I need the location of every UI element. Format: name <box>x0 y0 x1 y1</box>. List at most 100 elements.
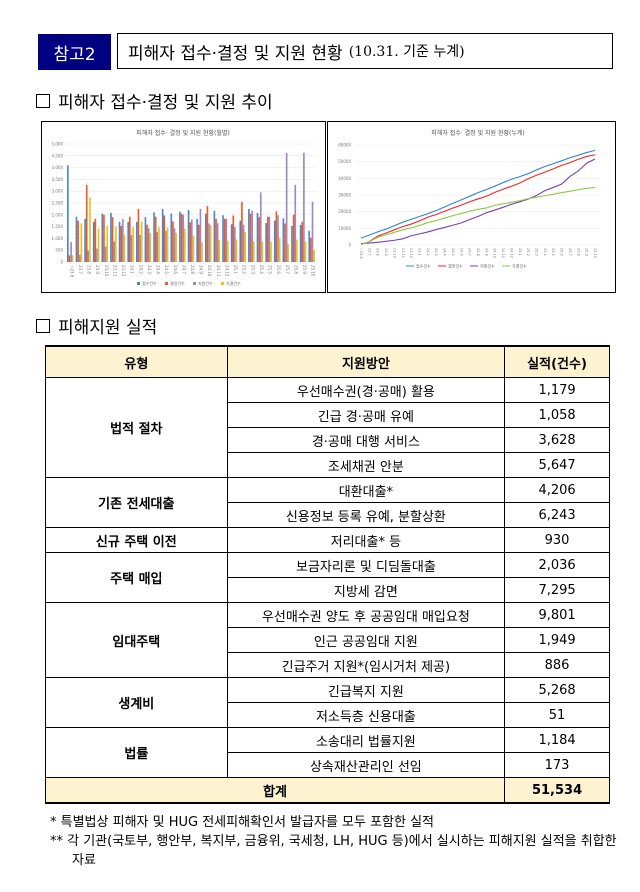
measure-cell: 지방세 감면 <box>226 577 506 603</box>
x-tick-label: 24.7 <box>181 265 186 274</box>
count-cell: 2,036 <box>504 552 610 578</box>
bar <box>158 227 160 262</box>
x-tick-label: 25.2 <box>242 265 247 274</box>
x-tick-label: 23.11 <box>401 248 405 258</box>
x-tick-label: 24.12 <box>509 248 513 258</box>
x-tick-label: 24.11 <box>216 265 221 277</box>
x-tick-label: 25.8 <box>293 265 298 274</box>
reference-badge: 참고2 <box>38 34 111 70</box>
support-results-table: 유형 지원방안 실적(건수) 법적 절차 우선매수권(경·공매) 활용 1,179 긴… <box>44 345 610 804</box>
bar <box>266 216 269 262</box>
legend-swatch <box>165 282 168 285</box>
bar <box>137 208 140 262</box>
bar <box>273 220 276 262</box>
bar <box>161 208 164 262</box>
legend-label: 접수건수 <box>416 263 431 269</box>
table-row: 법적 절차 우선매수권(경·공매) 활용 1,179 <box>45 377 610 478</box>
bar <box>268 216 271 262</box>
x-tick-label: 24.5 <box>164 265 169 274</box>
bar <box>234 227 236 262</box>
bar <box>189 222 191 262</box>
bar <box>222 215 224 262</box>
bar <box>235 239 238 262</box>
bar <box>154 216 157 262</box>
x-tick-label: 25.9 <box>585 248 589 256</box>
bar <box>78 254 81 262</box>
bar <box>96 248 98 262</box>
table-row: 긴급주거 지원*(임시거처 제공) 886 <box>46 652 610 678</box>
monthly-bar-chart: 피해자 접수· 결정 및 지원 현황(월별) 0 500 1,000 1,500 2,00… <box>41 121 326 293</box>
x-tick-label: 25.4 <box>259 265 264 274</box>
count-cell: 51 <box>504 702 610 728</box>
count-cell: 7,295 <box>504 577 610 603</box>
measure-cell: 인근 공공임대 지원 <box>226 627 506 653</box>
bar <box>87 250 90 262</box>
x-tick-label: ~23.6 <box>359 248 363 259</box>
bar <box>278 237 281 262</box>
count-cell: 1,058 <box>504 402 610 428</box>
y-tick-label: 500 <box>55 248 63 253</box>
bar <box>296 239 298 262</box>
x-tick-label: 25.2 <box>526 248 530 256</box>
x-tick-label: 25.9 <box>302 265 307 274</box>
bar <box>252 241 255 262</box>
bar <box>242 224 245 262</box>
x-tick-label: 24.6 <box>173 265 178 274</box>
legend-label: 가결건수 <box>226 280 241 286</box>
count-cell: 930 <box>504 527 610 553</box>
x-tick-label: 25.6 <box>276 265 281 274</box>
bar <box>80 223 83 262</box>
bar <box>130 234 133 262</box>
bar <box>85 184 88 262</box>
table-row: 긴급 경·공매 유예 1,058 <box>46 402 610 428</box>
bar <box>68 255 71 262</box>
x-tick-label: 24.4 <box>156 265 161 274</box>
bar <box>249 213 252 262</box>
count-cell: 3,628 <box>504 427 610 453</box>
bar <box>146 224 148 262</box>
count-cell: 886 <box>504 652 610 678</box>
table-row: 지방세 감면 7,295 <box>46 577 610 603</box>
table-row: 법률 소송대리 법률지원 1,184 <box>45 727 610 778</box>
table-row: 경·공매 대행 서비스 3,628 <box>46 427 610 453</box>
count-cell: 6,243 <box>504 502 610 528</box>
bar <box>127 221 130 262</box>
bar <box>67 165 69 262</box>
bar <box>275 211 278 262</box>
measure-cell: 우선매수권(경·공매) 활용 <box>226 377 506 403</box>
measure-cell: 상속재산관리인 선임 <box>226 752 506 778</box>
bar <box>103 214 105 262</box>
bar <box>110 212 112 262</box>
category-cell: 생계비 <box>45 677 228 728</box>
bar <box>172 221 174 262</box>
y-tick-label: 20000 <box>338 209 351 214</box>
y-tick-label: 1,500 <box>52 224 64 229</box>
bar <box>163 215 166 262</box>
bar <box>184 228 186 262</box>
bar <box>182 214 185 262</box>
footnote: ** 각 기관(국토부, 행안부, 복지부, 금융위, 국세청, LH, HUG… <box>50 834 617 868</box>
category-cell: 신규 주택 이전 <box>45 527 228 553</box>
y-tick-label: 2,500 <box>52 201 64 206</box>
bar <box>204 213 207 262</box>
y-tick-label: 0 <box>60 260 63 265</box>
bar <box>261 241 264 262</box>
x-tick-label: 24.3 <box>147 265 152 274</box>
bar <box>310 237 312 262</box>
bar <box>191 219 193 262</box>
series-line <box>360 154 596 246</box>
measure-cell: 보금자리론 및 디딤돌대출 <box>226 552 506 578</box>
table-row: 임대주택 우선매수권 양도 후 공공임대 매입요청 9,801 <box>45 602 610 678</box>
bar <box>132 227 134 262</box>
bar <box>166 227 169 262</box>
title-date: (10.31. 기준 누계) <box>348 44 465 60</box>
x-tick-label: 23.9 <box>384 248 388 256</box>
bar <box>292 214 295 262</box>
count-cell: 1,184 <box>504 727 610 753</box>
bar <box>265 223 267 262</box>
y-tick-label: 50000 <box>338 159 351 164</box>
x-tick-label: 25.10 <box>311 265 316 277</box>
measure-cell: 저소득층 신용대출 <box>226 702 506 728</box>
bar <box>113 241 116 262</box>
measure-cell: 저리대출* 등 <box>226 527 506 553</box>
